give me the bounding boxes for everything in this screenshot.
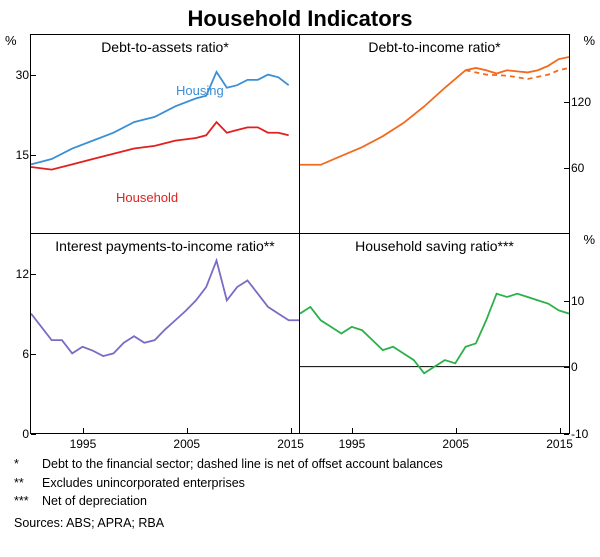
panel-interest-payments: Interest payments-to-income ratio** 0612… <box>30 234 300 434</box>
x-tick: 2005 <box>173 437 200 451</box>
footnote-text: Net of depreciation <box>42 493 147 511</box>
footnote-text: Excludes unincorporated enterprises <box>42 475 245 493</box>
panel-debt-to-assets: % Debt-to-assets ratio* HousingHousehold… <box>30 34 300 234</box>
x-tick: 1995 <box>339 437 366 451</box>
x-tick: 2015 <box>277 437 304 451</box>
y-tick: 0 <box>3 427 29 441</box>
chart-grid: % Debt-to-assets ratio* HousingHousehold… <box>30 34 570 434</box>
y-unit: % <box>583 232 595 247</box>
footnote-marker: * <box>14 456 42 474</box>
x-tick: 2015 <box>546 437 573 451</box>
footnote-text: Debt to the financial sector; dashed lin… <box>42 456 443 474</box>
footnote-marker: *** <box>14 493 42 511</box>
y-tick: 120 <box>571 95 599 109</box>
y-tick: 30 <box>3 68 29 82</box>
y-tick: -10 <box>571 427 599 441</box>
x-tick: 2005 <box>442 437 469 451</box>
chart-title: Household Indicators <box>0 0 600 32</box>
footnotes: *Debt to the financial sector; dashed li… <box>14 456 586 532</box>
sources: Sources: ABS; APRA; RBA <box>14 515 586 533</box>
plot-bl <box>31 234 299 433</box>
y-tick: 0 <box>571 360 599 374</box>
x-tick: 1995 <box>70 437 97 451</box>
plot-tr <box>300 35 569 233</box>
plot-br <box>300 234 569 433</box>
y-tick: 10 <box>571 294 599 308</box>
y-tick: 15 <box>3 148 29 162</box>
panel-saving-ratio: % Household saving ratio*** -10010199520… <box>300 234 570 434</box>
y-tick: 6 <box>3 347 29 361</box>
chart-container: Household Indicators % Debt-to-assets ra… <box>0 0 600 557</box>
y-tick: 60 <box>571 161 599 175</box>
series-label-household: Household <box>116 190 178 205</box>
y-unit: % <box>583 33 595 48</box>
series-label-housing: Housing <box>176 83 224 98</box>
footnote-row: *Debt to the financial sector; dashed li… <box>14 456 586 474</box>
footnote-marker: ** <box>14 475 42 493</box>
panel-debt-to-income: % Debt-to-income ratio* 60120 <box>300 34 570 234</box>
y-unit: % <box>5 33 17 48</box>
footnote-row: **Excludes unincorporated enterprises <box>14 475 586 493</box>
footnote-row: ***Net of depreciation <box>14 493 586 511</box>
y-tick: 12 <box>3 267 29 281</box>
